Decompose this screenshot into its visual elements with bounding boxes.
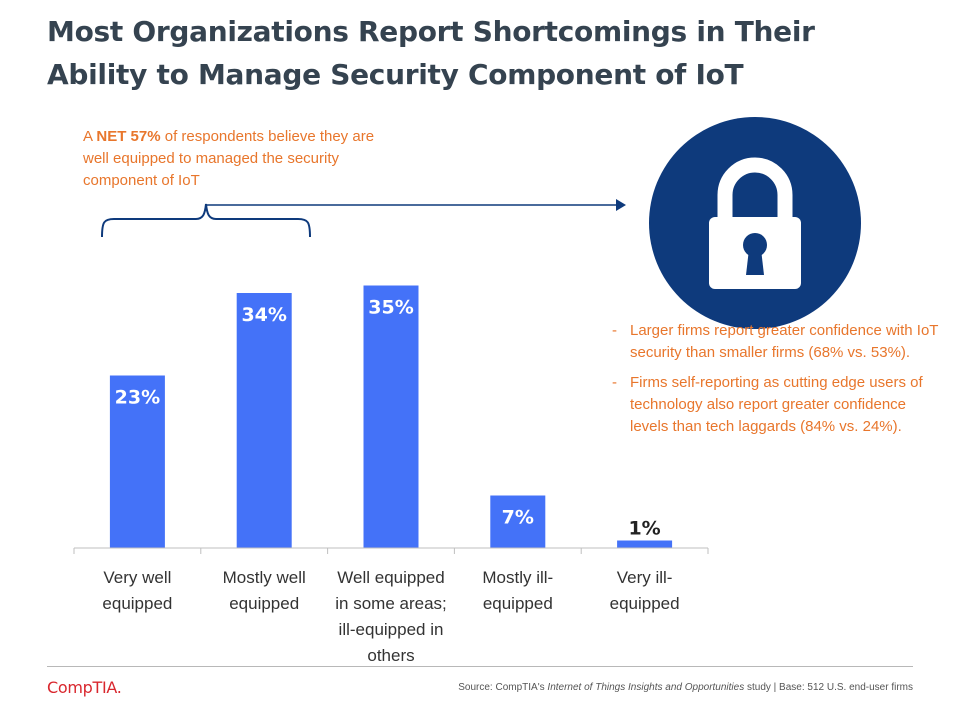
net-note-suffix: of respondents believe they are well equ…	[83, 128, 375, 189]
bar-1	[109, 375, 165, 548]
bracket-connector	[101, 203, 311, 238]
labels-layer: 23% Very well equipped 34% Mostly well equipp…	[102, 297, 679, 666]
lock-icon	[709, 157, 801, 289]
bar-3	[363, 285, 419, 548]
bars-layer	[109, 285, 673, 548]
net-note-prefix: A	[83, 128, 97, 145]
category-label: Well equipped	[337, 568, 444, 587]
bullet-text: Larger firms report greater confidence w…	[630, 322, 939, 361]
net-note: A NET 57% of respondents believe they ar…	[83, 126, 383, 192]
category-label: equipped	[229, 594, 299, 613]
category-label: Very well	[103, 568, 171, 587]
bar-value-label: 1%	[628, 518, 660, 540]
footer-divider	[47, 666, 913, 667]
page-title: Most Organizations Report Shortcomings i…	[47, 10, 927, 96]
source-suffix: study | Base: 512 U.S. end-user firms	[744, 682, 913, 693]
bullet-dash: -	[612, 374, 617, 391]
ticks-layer	[73, 548, 709, 554]
insight-bullets: - Larger firms report greater confidence …	[610, 320, 940, 446]
insight-bullet: - Firms self-reporting as cutting edge us…	[610, 372, 940, 438]
page-title-line-2: Ability to Manage Security Component of …	[47, 58, 744, 91]
category-label: in some areas;	[335, 594, 447, 613]
category-label: equipped	[483, 594, 553, 613]
bar-value-label: 7%	[502, 507, 534, 529]
bar-value-label: 23%	[115, 387, 160, 409]
arrow-head-icon	[616, 199, 626, 211]
bar-5	[617, 540, 673, 548]
source-study: Internet of Things Insights and Opportun…	[547, 682, 745, 693]
bullet-text: Firms self-reporting as cutting edge use…	[630, 374, 923, 435]
category-label: Mostly ill-	[482, 568, 553, 587]
category-label: Mostly well	[223, 568, 306, 587]
insight-bullet: - Larger firms report greater confidence …	[610, 320, 940, 364]
bar-4	[490, 495, 546, 548]
category-label: equipped	[610, 594, 680, 613]
lock-badge	[649, 117, 861, 329]
category-label: equipped	[102, 594, 172, 613]
net-note-highlight: NET 57%	[96, 128, 161, 145]
source-note: Source: CompTIA's Internet of Things Ins…	[458, 682, 913, 693]
bar-value-label: 34%	[241, 304, 286, 326]
category-label: others	[367, 646, 414, 665]
category-label: ill-equipped in	[339, 620, 444, 639]
comptia-logo: CompTIA.	[47, 678, 122, 697]
page-title-line-1: Most Organizations Report Shortcomings i…	[47, 15, 815, 48]
bar-2	[236, 293, 292, 548]
source-prefix: Source: CompTIA's	[458, 682, 548, 693]
bar-value-label: 35%	[368, 297, 413, 319]
category-label: Very ill-	[617, 568, 673, 587]
bullet-dash: -	[612, 322, 617, 339]
